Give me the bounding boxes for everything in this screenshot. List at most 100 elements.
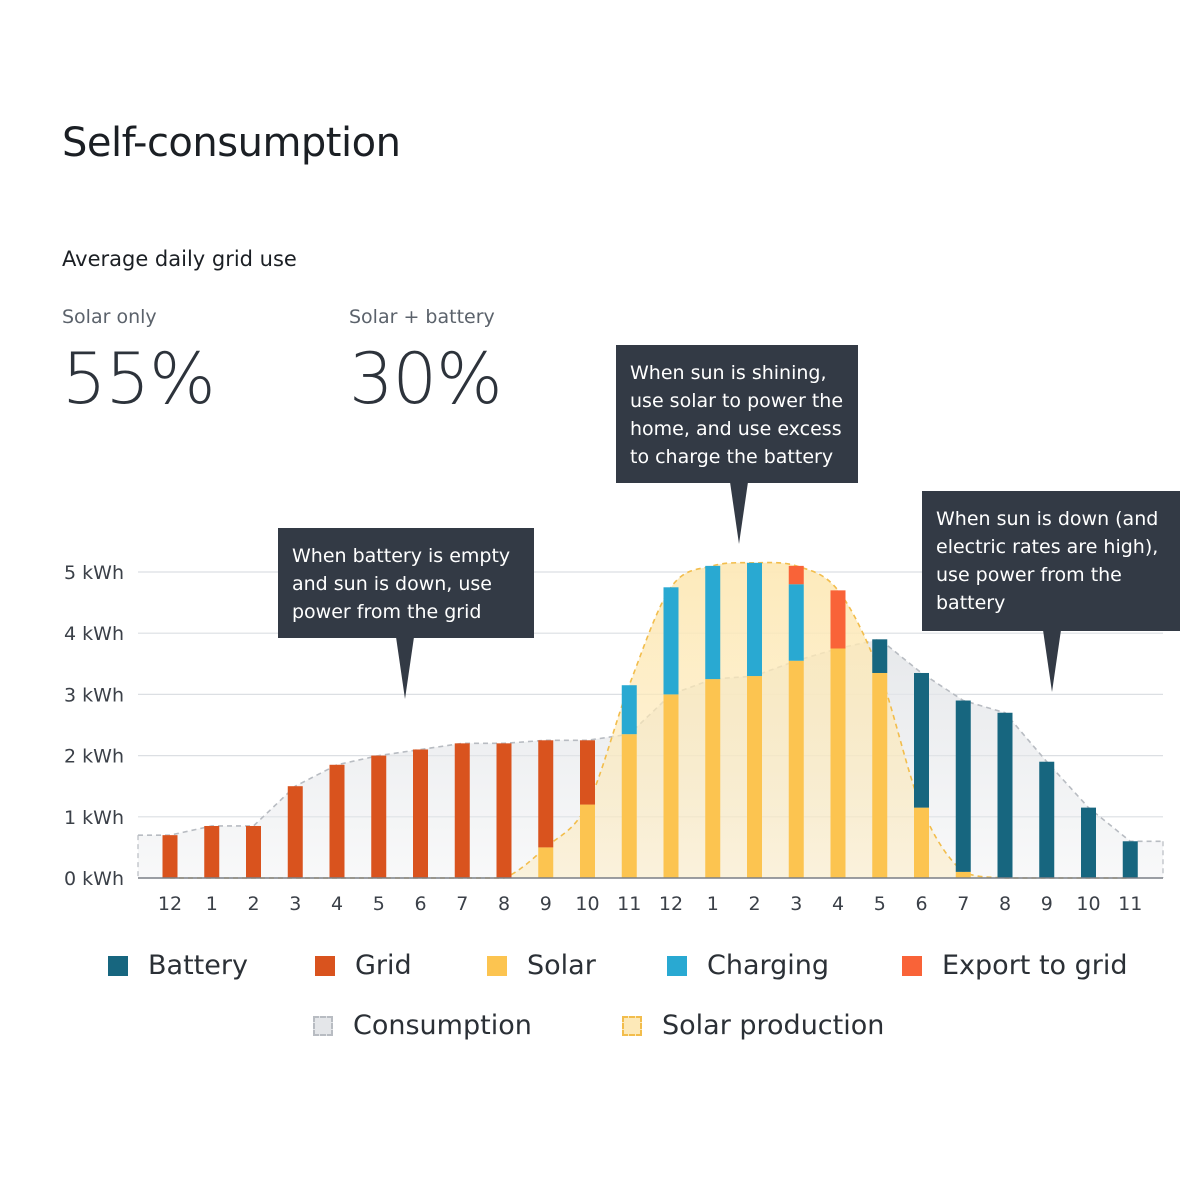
grid-swatch-icon <box>315 955 335 976</box>
x-tick-label: 5 <box>373 893 385 915</box>
x-tick-label: 7 <box>456 893 468 915</box>
x-tick-label: 3 <box>289 893 301 915</box>
x-tick-label: 10 <box>575 893 599 915</box>
x-tick-label: 10 <box>1076 893 1100 915</box>
y-tick-label: 0 kWh <box>64 868 124 890</box>
x-tick-label: 4 <box>331 893 343 915</box>
bar-battery <box>914 672 929 808</box>
x-tick-label: 1 <box>206 893 218 915</box>
callout-grid: When battery is empty and sun is down, u… <box>278 528 534 638</box>
x-tick-label: 5 <box>874 893 886 915</box>
legend-item-solar-production: Solar production <box>622 1010 884 1041</box>
legend-label: Charging <box>707 950 830 981</box>
callout-text: When sun is shining, use solar to power … <box>630 362 844 468</box>
bar-battery <box>955 700 971 872</box>
stat-value: 30% <box>349 338 503 420</box>
consumption-swatch-icon <box>313 1015 333 1036</box>
bar-solar <box>705 679 721 878</box>
bar-solar <box>747 676 762 878</box>
y-tick-label: 2 kWh <box>64 746 124 768</box>
x-tick-label: 2 <box>247 893 259 915</box>
y-tick-label: 4 kWh <box>64 623 124 645</box>
bar-grid <box>162 835 178 878</box>
callout-solar-pointer <box>730 482 748 544</box>
x-tick-label: 11 <box>617 893 641 915</box>
bar-solar <box>830 648 846 878</box>
bar-solar <box>914 807 929 878</box>
x-tick-label: 2 <box>748 893 760 915</box>
y-tick-label: 3 kWh <box>64 684 124 706</box>
legend-item-grid: Grid <box>315 950 412 981</box>
bar-solar <box>788 660 804 878</box>
bar-grid <box>413 749 428 878</box>
bar-export <box>788 565 804 585</box>
bar-grid <box>329 764 345 878</box>
bar-battery <box>1081 807 1096 878</box>
bar-solar <box>621 734 637 878</box>
legend-item-charging: Charging <box>667 950 829 981</box>
x-tick-label: 6 <box>414 893 426 915</box>
stat-label: Solar + battery <box>349 306 495 328</box>
legend-label: Battery <box>148 950 248 981</box>
x-tick-label: 9 <box>1041 893 1053 915</box>
page-title: Self-consumption <box>62 120 401 166</box>
stat-label: Solar only <box>62 306 157 328</box>
charging-swatch-icon <box>667 955 687 976</box>
bar-grid <box>287 786 303 878</box>
x-tick-label: 8 <box>999 893 1011 915</box>
stat-value: 55% <box>62 338 216 420</box>
bar-charging <box>663 587 679 695</box>
x-tick-label: 1 <box>707 893 719 915</box>
legend-label: Solar <box>527 950 596 981</box>
bar-charging <box>621 685 637 735</box>
callout-battery: When sun is down (and electric rates are… <box>922 491 1180 631</box>
callout-grid-pointer <box>396 637 414 699</box>
legend-item-consumption: Consumption <box>313 1010 532 1041</box>
solar-production-swatch-icon <box>622 1015 642 1036</box>
x-tick-label: 8 <box>498 893 510 915</box>
bar-charging <box>788 584 804 661</box>
legend-label: Consumption <box>353 1010 532 1041</box>
bar-grid <box>371 755 387 878</box>
y-tick-label: 1 kWh <box>64 807 124 829</box>
solar-swatch-icon <box>487 955 507 976</box>
bar-battery <box>1122 841 1138 878</box>
bar-solar <box>663 694 679 878</box>
bar-charging <box>705 565 721 680</box>
bar-battery <box>997 712 1013 878</box>
x-tick-label: 4 <box>832 893 844 915</box>
bar-grid <box>496 743 512 878</box>
bar-grid <box>538 740 554 848</box>
legend-item-export: Export to grid <box>902 950 1128 981</box>
bar-solar <box>580 804 595 878</box>
legend-label: Grid <box>355 950 412 981</box>
section-subtitle: Average daily grid use <box>62 247 297 271</box>
legend-item-battery: Battery <box>108 950 248 981</box>
battery-swatch-icon <box>108 955 128 976</box>
bar-solar <box>538 847 554 878</box>
callout-text: When sun is down (and electric rates are… <box>936 508 1159 614</box>
bar-battery <box>1039 761 1055 878</box>
x-tick-label: 6 <box>915 893 927 915</box>
bar-charging <box>747 562 762 677</box>
bar-solar <box>872 672 888 878</box>
solar-production-area <box>170 562 1131 878</box>
x-tick-label: 12 <box>659 893 683 915</box>
callout-battery-pointer <box>1043 630 1061 692</box>
bar-grid <box>204 825 220 878</box>
x-tick-label: 9 <box>540 893 552 915</box>
legend-label: Solar production <box>662 1010 885 1041</box>
bar-battery <box>872 639 888 673</box>
callout-solar: When sun is shining, use solar to power … <box>616 345 858 483</box>
bar-solar <box>955 871 971 878</box>
stat-solar-only: Solar only 55% <box>62 306 216 420</box>
x-tick-label: 11 <box>1118 893 1142 915</box>
export-swatch-icon <box>902 955 922 976</box>
legend-item-solar: Solar <box>487 950 596 981</box>
y-tick-label: 5 kWh <box>64 562 124 584</box>
x-tick-label: 3 <box>790 893 802 915</box>
callout-text: When battery is empty and sun is down, u… <box>292 545 511 623</box>
bar-grid <box>580 740 595 805</box>
stat-solar-battery: Solar + battery 30% <box>349 306 503 420</box>
